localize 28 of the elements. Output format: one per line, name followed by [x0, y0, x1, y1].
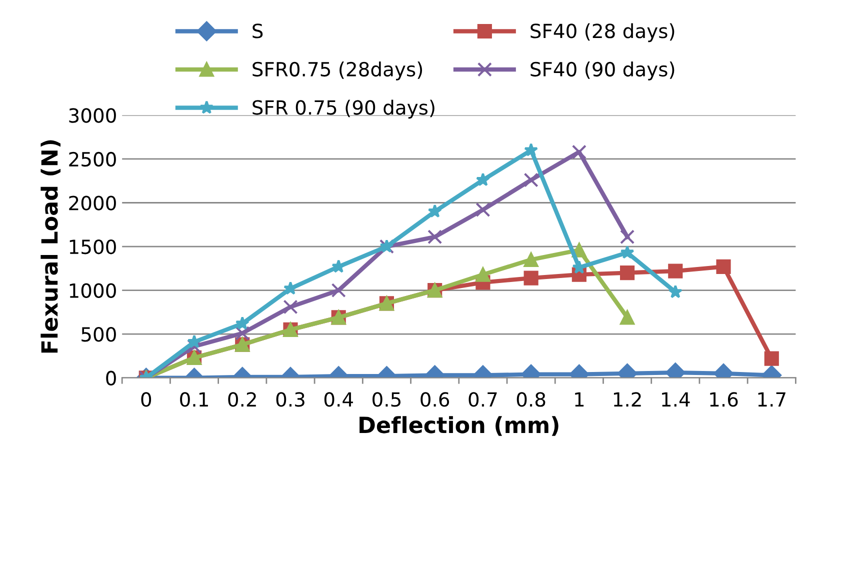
x-axis-title: Deflection (mm): [360, 416, 558, 436]
x-tick-label: 1.4: [662, 392, 690, 407]
x-tick-label: 0.3: [276, 392, 304, 407]
x-tick-label: 1.7: [758, 392, 786, 407]
x-tick-label: 0.1: [180, 392, 208, 407]
x-tick-label: 0.2: [228, 392, 256, 407]
legend-label: SFR0.75 (28days): [252, 62, 422, 80]
x-tick-label: 0.8: [516, 392, 546, 407]
y-tick-label: 500: [82, 327, 116, 342]
y-tick-label: 3000: [69, 108, 116, 123]
y-tick-label: 1500: [70, 239, 116, 254]
x-tick-label: 0.5: [372, 392, 400, 407]
y-tick-label: 1000: [70, 283, 116, 298]
y-tick-label: 2000: [69, 196, 116, 210]
y-axis-title: Flexural Load (N): [40, 140, 60, 353]
y-tick-label: 2500: [69, 152, 116, 167]
x-tick-label: 0: [141, 392, 152, 407]
x-tick-label: 0.6: [420, 392, 450, 407]
legend-label: SF40 (90 days): [530, 62, 674, 80]
x-tick-label: 0.4: [324, 392, 353, 407]
legend-label: SF40 (28 days): [530, 23, 674, 42]
x-tick-label: 1.6: [710, 392, 738, 407]
x-tick-label: 1.2: [614, 392, 641, 407]
x-tick-label: 1: [575, 392, 584, 407]
x-tick-label: 0.7: [468, 392, 497, 407]
legend-label: S: [252, 24, 263, 38]
y-tick-label: 0: [106, 370, 116, 386]
legend-label: SFR 0.75 (90 days): [252, 100, 434, 119]
